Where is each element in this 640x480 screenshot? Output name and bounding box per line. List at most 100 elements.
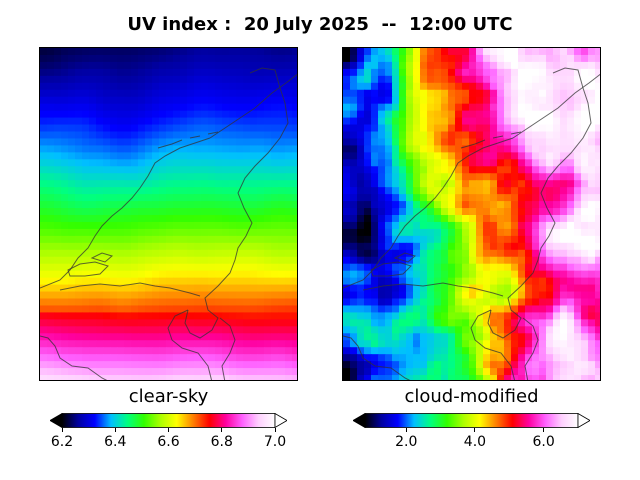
heatmap-cell — [278, 291, 286, 300]
heatmap-cell — [215, 228, 223, 237]
heatmap-cell — [271, 340, 279, 348]
coastline-segment — [362, 282, 504, 297]
heatmap-cell — [180, 82, 188, 91]
colorbar-tick-label: 7.0 — [263, 434, 287, 450]
heatmap-cell — [236, 110, 244, 119]
heatmap-cell — [364, 312, 372, 320]
heatmap-cell — [392, 249, 400, 258]
heatmap-cell — [208, 124, 216, 133]
heatmap-cell — [61, 340, 69, 348]
heatmap-cell — [539, 173, 547, 181]
heatmap-cell — [504, 312, 512, 320]
heatmap-cell — [364, 89, 372, 98]
heatmap-cell — [399, 333, 407, 341]
heatmap-cell — [490, 228, 498, 237]
heatmap-cell — [357, 124, 365, 133]
heatmap-cell — [124, 208, 132, 216]
heatmap-cell — [68, 75, 76, 84]
heatmap-cell — [574, 61, 582, 70]
cloud-modified-colorbar-ticks: 2.0 4.0 6.0 — [353, 428, 590, 458]
heatmap-cell — [434, 284, 442, 293]
heatmap-cell — [187, 319, 195, 327]
heatmap-cell — [152, 138, 160, 147]
heatmap-cell — [567, 305, 575, 314]
heatmap-cell — [364, 361, 372, 369]
heatmap-cell — [483, 312, 491, 320]
heatmap-cell — [455, 263, 463, 272]
heatmap-cell — [504, 270, 512, 279]
heatmap-cell — [75, 194, 83, 202]
heatmap-cell — [350, 221, 358, 230]
heatmap-cell — [532, 194, 540, 202]
heatmap-cell — [236, 208, 244, 216]
heatmap-cell — [455, 48, 463, 56]
heatmap-cell — [201, 48, 209, 56]
heatmap-cell — [427, 221, 435, 230]
heatmap-cell — [61, 263, 69, 272]
heatmap-cell — [47, 54, 55, 63]
heatmap-cell — [180, 242, 188, 251]
heatmap-cell — [236, 298, 244, 307]
heatmap-cell — [208, 215, 216, 223]
heatmap-cell — [406, 201, 414, 209]
heatmap-cell — [222, 166, 230, 174]
heatmap-cell — [222, 82, 230, 91]
heatmap-cell — [434, 82, 442, 91]
heatmap-cell — [54, 124, 62, 133]
heatmap-cell — [490, 298, 498, 307]
heatmap-cell — [243, 312, 251, 320]
heatmap-cell — [532, 187, 540, 195]
heatmap-cell — [455, 110, 463, 119]
heatmap-cell — [455, 201, 463, 209]
heatmap-cell — [166, 361, 174, 369]
heatmap-cell — [40, 159, 48, 167]
heatmap-cell — [469, 221, 477, 230]
heatmap-cell — [138, 298, 146, 307]
heatmap-cell — [159, 326, 167, 334]
heatmap-cell — [264, 340, 272, 348]
heatmap-cell — [581, 228, 589, 237]
heatmap-cell — [441, 347, 449, 355]
heatmap-cell — [131, 333, 139, 341]
heatmap-cell — [413, 221, 421, 230]
heatmap-cell — [40, 375, 48, 380]
heatmap-cell — [201, 298, 209, 307]
heatmap-cell — [215, 326, 223, 334]
heatmap-cell — [560, 347, 568, 355]
heatmap-cell — [469, 312, 477, 320]
heatmap-cell — [497, 277, 505, 286]
heatmap-cell — [476, 75, 484, 84]
heatmap-cell — [285, 277, 293, 286]
heatmap-cell — [271, 124, 279, 133]
heatmap-cell — [581, 194, 589, 202]
heatmap-cell — [124, 145, 132, 153]
heatmap-cell — [427, 159, 435, 167]
heatmap-cell — [124, 221, 132, 230]
heatmap-cell — [455, 54, 463, 63]
heatmap-cell — [82, 180, 90, 188]
heatmap-cell — [378, 375, 386, 380]
heatmap-cell — [455, 298, 463, 307]
heatmap-cell — [413, 235, 421, 244]
heatmap-cell — [40, 319, 48, 327]
colorbar-tick — [405, 428, 407, 432]
heatmap-cell — [215, 138, 223, 147]
heatmap-cell — [75, 152, 83, 160]
heatmap-cell — [243, 319, 251, 327]
heatmap-cell — [222, 284, 230, 293]
heatmap-cell — [236, 103, 244, 112]
heatmap-cell — [567, 263, 575, 272]
heatmap-cell — [82, 173, 90, 181]
heatmap-cell — [497, 124, 505, 133]
heatmap-cell — [427, 340, 435, 348]
heatmap-cell — [588, 166, 596, 174]
heatmap-cell — [187, 242, 195, 251]
heatmap-cell — [483, 215, 491, 223]
heatmap-cell — [103, 187, 111, 195]
heatmap-cell — [406, 166, 414, 174]
heatmap-cell — [455, 249, 463, 258]
heatmap-cell — [138, 340, 146, 348]
heatmap-cell — [131, 124, 139, 133]
heatmap-cell — [250, 145, 258, 153]
heatmap-cell — [236, 131, 244, 140]
